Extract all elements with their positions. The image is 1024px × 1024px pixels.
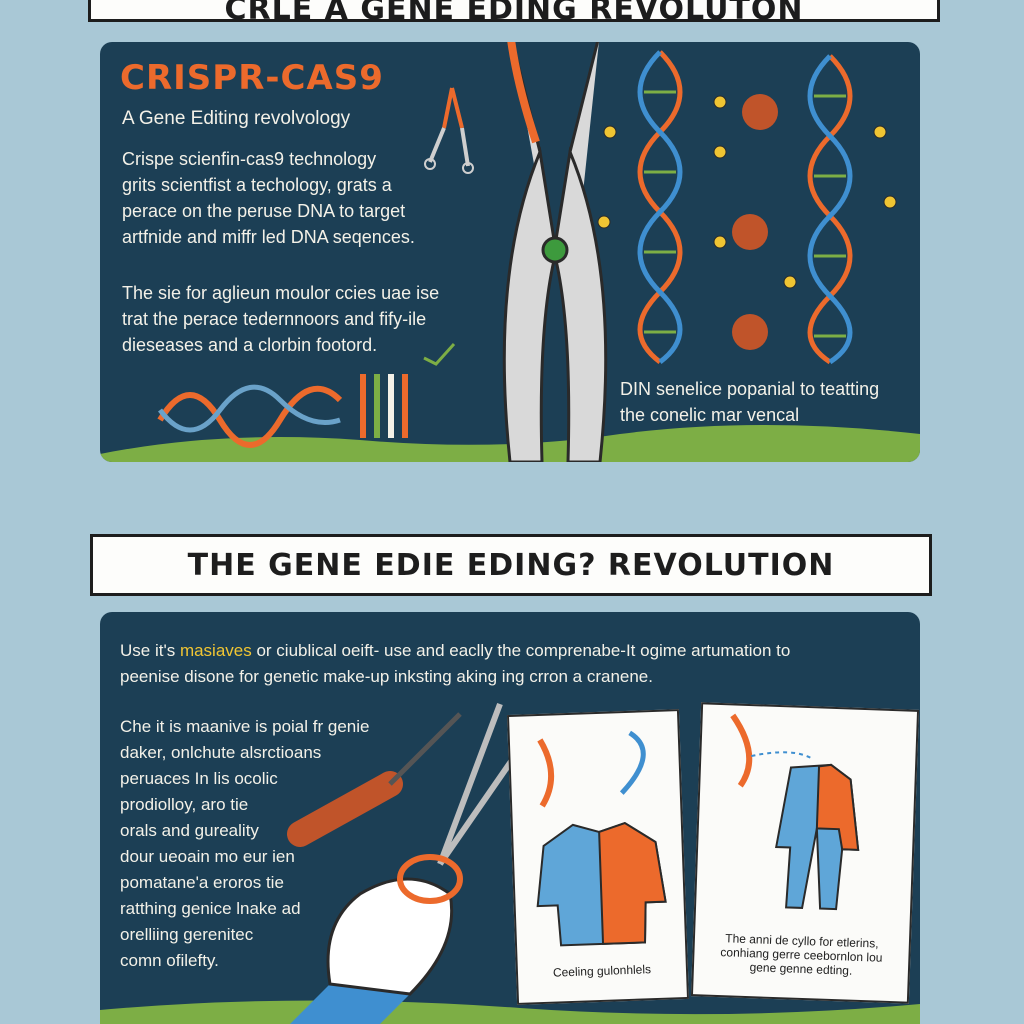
- intro-line: artfnide and miffr led DNA seqences.: [122, 227, 415, 247]
- intro-line-2: peenise disone for genetic make-up inkst…: [120, 667, 653, 686]
- shirt-illustration-card: Ceeling gulonhlels: [506, 709, 690, 1005]
- dna-helix-illustration: [597, 50, 897, 365]
- jumpsuit-caption: The anni de cyllo for etlerins, conhiang…: [694, 930, 909, 979]
- benefits-line: Che it is maanive is poial fr genie: [120, 717, 370, 736]
- section-title-banner: THE GENE EDIE EDING? REVOLUTION: [90, 534, 932, 596]
- shirt-icon: [536, 730, 667, 947]
- benefits-line: orals and gureality: [120, 821, 259, 840]
- check-mark-icon: [423, 342, 456, 366]
- jumpsuit-icon: [730, 713, 860, 911]
- benefits-line: pomatane'a eroros tie: [120, 873, 284, 892]
- shirt-caption: Ceeling gulonhlels: [518, 961, 686, 981]
- dna-wave-icon: [157, 374, 408, 448]
- applications-paragraph: The sie for aglieun moulor ccies uae ise…: [122, 280, 472, 358]
- hand-with-scissors-icon: [287, 702, 533, 1024]
- revolution-intro: Use it's masiaves or ciublical oeift- us…: [120, 638, 910, 690]
- intro-paragraph: Crispe scienfin-cas9 technology grits sc…: [122, 146, 452, 250]
- panel-subtitle: A Gene Editing revolvology: [122, 108, 351, 129]
- intro-text: or ciublical oeift- use and eaclly the c…: [251, 641, 791, 660]
- intro-line: perace on the peruse DNA to target: [122, 201, 406, 221]
- shirt-caption-line: Ceeling gulonhlels: [552, 962, 652, 980]
- benefits-line: daker, onlchute alsrctioans: [120, 743, 322, 762]
- grass-ground: [100, 425, 920, 462]
- benefits-paragraph: Che it is maanive is poial fr genie dake…: [120, 714, 370, 974]
- gene-editing-panel: Use it's masiaves or ciublical oeift- us…: [100, 612, 920, 1024]
- caption-line: DIN senelice popanial to teatting: [620, 379, 880, 399]
- benefits-line: ratthing genice lnake ad: [120, 899, 301, 918]
- applications-line: trat the perace tedernnoors and fify-ile: [122, 309, 427, 329]
- benefits-line: orelliing gerenitec: [120, 925, 254, 944]
- benefits-line: comn ofilefty.: [120, 951, 219, 970]
- intro-text: Use it's: [120, 641, 180, 660]
- intro-line-1: Use it's masiaves or ciublical oeift- us…: [120, 638, 910, 664]
- intro-line: Crispe scienfin-cas9 technology: [122, 149, 377, 169]
- crispr-scissors-icon: [502, 42, 608, 462]
- jumpsuit-illustration-card: The anni de cyllo for etlerins, conhiang…: [690, 702, 920, 1004]
- benefits-line: peruaces In lis ocolic: [120, 769, 278, 788]
- intro-line: grits scientfist a techology, grats a: [122, 175, 392, 195]
- dna-caption: DIN senelice popanial to teatting the co…: [620, 376, 920, 428]
- crispr-overview-panel: CRISPR-CAS9 A Gene Editing revolvology C…: [100, 42, 920, 462]
- highlighted-word: masiaves: [179, 641, 252, 660]
- panel-title: CRISPR-CAS9: [120, 58, 384, 98]
- small-pliers-icon: [424, 87, 474, 174]
- benefits-line: dour ueoain mo eur ien: [120, 847, 295, 866]
- caption-line: the conelic mar vencal: [620, 405, 800, 425]
- top-title-banner: CRLE A GENE EDING REVOLUTON: [88, 0, 940, 22]
- applications-line: dieseases and a clorbin footord.: [122, 335, 378, 355]
- applications-line: The sie for aglieun moulor ccies uae ise: [122, 283, 440, 303]
- benefits-line: prodiolloy, aro tie: [120, 795, 249, 814]
- section-title-text: THE GENE EDIE EDING? REVOLUTION: [187, 547, 835, 583]
- top-banner-text: CRLE A GENE EDING REVOLUTON: [224, 0, 804, 22]
